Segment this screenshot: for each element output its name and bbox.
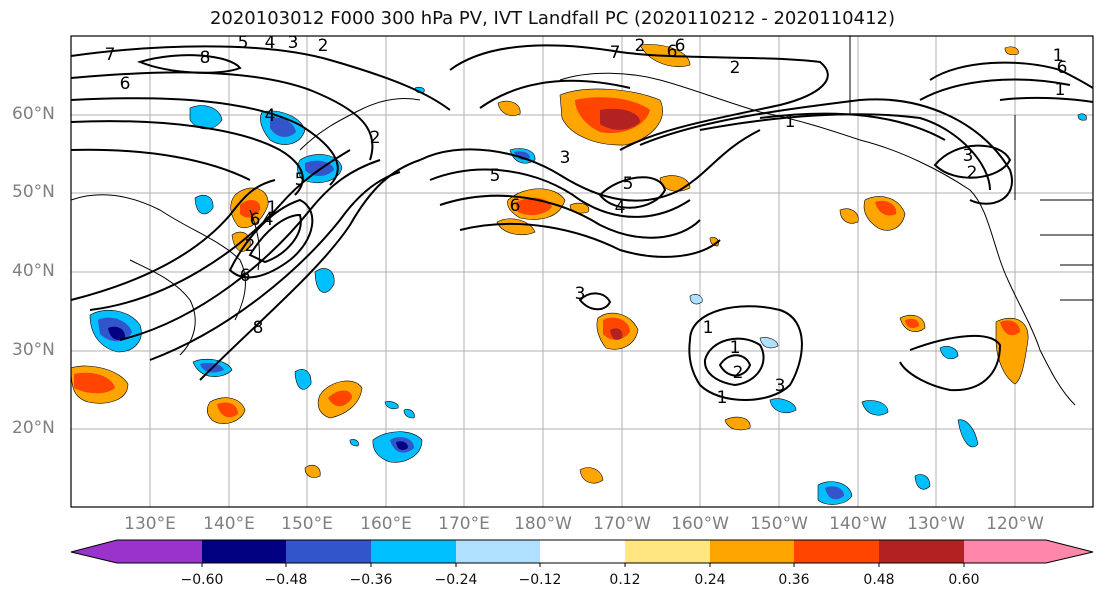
contour-label: 3 — [775, 376, 786, 396]
contour-label: 5 — [238, 33, 249, 53]
contour-label: 1 — [717, 388, 728, 408]
contour-label: 4 — [615, 198, 626, 218]
coastlines — [70, 36, 1093, 406]
contour-label: 6 — [1057, 58, 1068, 78]
contour-label: 4 — [263, 210, 274, 230]
contour-label: 6 — [667, 42, 678, 62]
colorbar-tick: 0.36 — [778, 572, 810, 588]
colorbar-tick: −0.60 — [180, 572, 224, 588]
contour-label: 7 — [610, 43, 621, 63]
lon-label-120w: 120°W — [986, 514, 1044, 534]
contour-label: 6 — [250, 210, 261, 230]
lat-label-50n: 50°N — [12, 182, 55, 202]
contour-label: 2 — [967, 163, 978, 183]
contour-label: 3 — [288, 33, 299, 53]
lon-label-180w: 180°W — [514, 514, 572, 534]
lon-label-170w: 170°W — [593, 514, 651, 534]
lon-label-130e: 130°E — [124, 514, 176, 534]
contour-label: 2 — [318, 36, 329, 56]
lon-label-160e: 160°E — [360, 514, 412, 534]
contour-label: 6 — [510, 196, 521, 216]
lon-label-130w: 130°W — [907, 514, 965, 534]
lat-label-40n: 40°N — [12, 261, 55, 281]
contour-label: 6 — [120, 74, 131, 94]
contour-label: 2 — [733, 363, 744, 383]
contour-label: 3 — [560, 148, 571, 168]
colorbar-tick: 0.24 — [694, 572, 726, 588]
map-title: 2020103012 F000 300 hPa PV, IVT Landfall… — [209, 8, 896, 29]
lon-label-140e: 140°E — [203, 514, 255, 534]
lat-label-30n: 30°N — [12, 340, 55, 360]
colorbar-tick: 0.60 — [948, 572, 980, 588]
contour-label: 1 — [703, 318, 714, 338]
contour-label: 1 — [730, 338, 741, 358]
lon-label-140w: 140°W — [829, 514, 887, 534]
lon-label-160w: 160°W — [671, 514, 729, 534]
contour-label: 1 — [785, 112, 796, 132]
colorbar-tick: −0.48 — [264, 572, 308, 588]
contour-label: 2 — [245, 236, 256, 256]
contour-label: 1 — [1055, 80, 1066, 100]
colorbar-tick: −0.24 — [434, 572, 478, 588]
contour-label: 6 — [240, 266, 251, 286]
colorbar-tick: −0.12 — [518, 572, 562, 588]
pv-anomaly-shading — [70, 44, 1087, 505]
contour-label: 5 — [490, 166, 501, 186]
map-frame — [70, 35, 1094, 508]
contour-label: 4 — [265, 106, 276, 126]
lon-label-150e: 150°E — [281, 514, 333, 534]
colorbar-tick: 0.48 — [863, 572, 895, 588]
contour-label: 1 — [1053, 46, 1064, 66]
contour-label: 2 — [370, 128, 381, 148]
contour-label: 2 — [635, 36, 646, 56]
contour-label: 1 — [267, 198, 278, 218]
colorbar-tick: −0.36 — [349, 572, 393, 588]
contour-label: 5 — [623, 174, 634, 194]
contour-label: 8 — [200, 48, 211, 68]
lat-label-20n: 20°N — [12, 418, 55, 438]
contour-label: 5 — [295, 170, 306, 190]
contour-label: 3 — [963, 146, 974, 166]
lat-label-60n: 60°N — [12, 104, 55, 124]
contour-label: 7 — [105, 45, 116, 65]
contour-label: 8 — [253, 318, 264, 338]
colorbar — [70, 539, 1094, 567]
contour-label: 4 — [265, 33, 276, 53]
contour-label: 3 — [575, 284, 586, 304]
contour-label: 2 — [730, 58, 741, 78]
pv-contours — [70, 44, 1094, 401]
lon-label-170e: 170°E — [438, 514, 490, 534]
colorbar-tick: 0.12 — [609, 572, 641, 588]
lon-label-150w: 150°W — [750, 514, 808, 534]
contour-label: 6 — [675, 36, 686, 56]
